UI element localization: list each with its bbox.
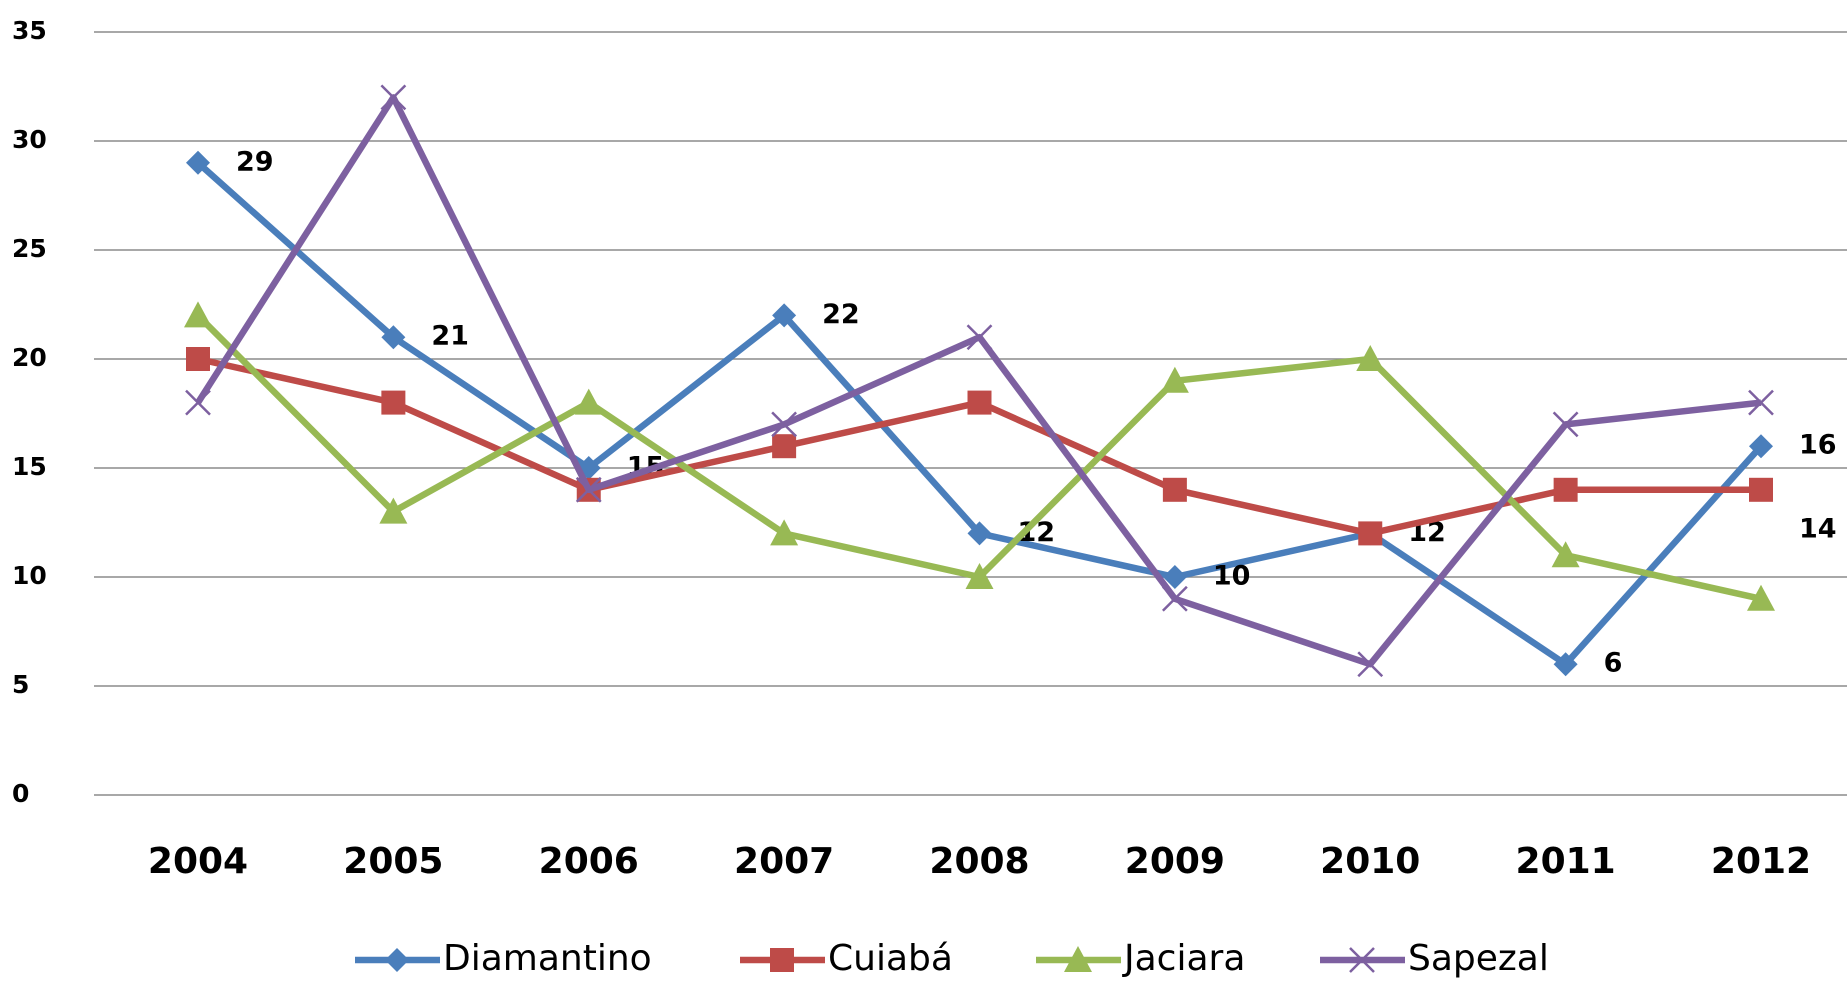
- marker: [967, 390, 992, 415]
- marker: [1748, 389, 1774, 416]
- marker: [967, 521, 992, 546]
- y-tick-label: 10: [12, 561, 47, 590]
- marker: [1161, 585, 1188, 612]
- x-tick-label: 2008: [929, 841, 1029, 882]
- legend-label: Cuiabá: [828, 938, 953, 979]
- marker: [966, 324, 993, 351]
- legend-label: Jaciara: [1122, 938, 1245, 979]
- x-tick-label: 2004: [148, 841, 248, 882]
- x-tick-label: 2005: [343, 841, 443, 882]
- data-label: 16: [1799, 430, 1837, 461]
- marker: [1553, 477, 1578, 502]
- data-label: 14: [1799, 513, 1837, 544]
- legend-label: Diamantino: [443, 938, 652, 979]
- legend-item: Diamantino: [355, 938, 652, 979]
- data-label: 29: [236, 146, 274, 177]
- legend-item: Cuiabá: [740, 938, 953, 979]
- x-tick-label: 2009: [1125, 841, 1225, 882]
- marker: [770, 948, 794, 972]
- marker: [184, 301, 212, 328]
- data-label: 21: [431, 321, 469, 352]
- marker: [770, 519, 799, 546]
- x-tick-label: 2010: [1320, 841, 1420, 882]
- y-tick-label: 20: [12, 343, 47, 372]
- marker: [381, 390, 406, 415]
- x-tick-label: 2011: [1516, 841, 1616, 882]
- legend-item: Jaciara: [1036, 938, 1245, 979]
- y-tick-label: 35: [12, 16, 47, 45]
- marker: [1349, 947, 1375, 973]
- y-tick-label: 5: [12, 670, 29, 699]
- marker: [185, 389, 211, 416]
- marker: [1162, 477, 1187, 502]
- x-tick-label: 2007: [734, 841, 834, 882]
- marker: [771, 411, 798, 438]
- marker: [1749, 477, 1773, 502]
- legend-item: Sapezal: [1320, 938, 1549, 979]
- series-line: [197, 355, 1761, 537]
- marker: [186, 150, 210, 175]
- marker: [380, 84, 407, 111]
- marker: [1749, 434, 1773, 459]
- marker: [772, 434, 797, 459]
- data-label: 6: [1604, 648, 1623, 679]
- y-tick-label: 0: [12, 779, 29, 808]
- y-tick-label: 15: [12, 452, 47, 481]
- x-tick-label: 2006: [539, 841, 639, 882]
- marker: [1162, 565, 1187, 589]
- marker: [186, 347, 210, 371]
- marker: [772, 303, 797, 328]
- marker: [575, 476, 602, 503]
- marker: [1357, 651, 1384, 678]
- marker: [1551, 541, 1580, 568]
- marker: [1358, 521, 1383, 546]
- marker: [574, 388, 603, 415]
- data-label: 10: [1213, 561, 1251, 592]
- marker: [1552, 411, 1579, 438]
- marker: [379, 497, 408, 524]
- marker: [965, 563, 994, 589]
- y-tick-label: 30: [12, 125, 47, 154]
- marker: [385, 948, 409, 972]
- marker: [1747, 584, 1775, 611]
- series-line: [195, 313, 1762, 602]
- legend-label: Sapezal: [1408, 938, 1549, 979]
- marker: [1160, 366, 1189, 393]
- marker: [381, 325, 406, 350]
- marker: [1064, 946, 1092, 972]
- marker: [1553, 652, 1578, 677]
- data-label: 22: [822, 299, 860, 330]
- y-tick-label: 25: [12, 234, 47, 263]
- x-tick-label: 2012: [1711, 841, 1811, 882]
- marker: [1356, 345, 1385, 371]
